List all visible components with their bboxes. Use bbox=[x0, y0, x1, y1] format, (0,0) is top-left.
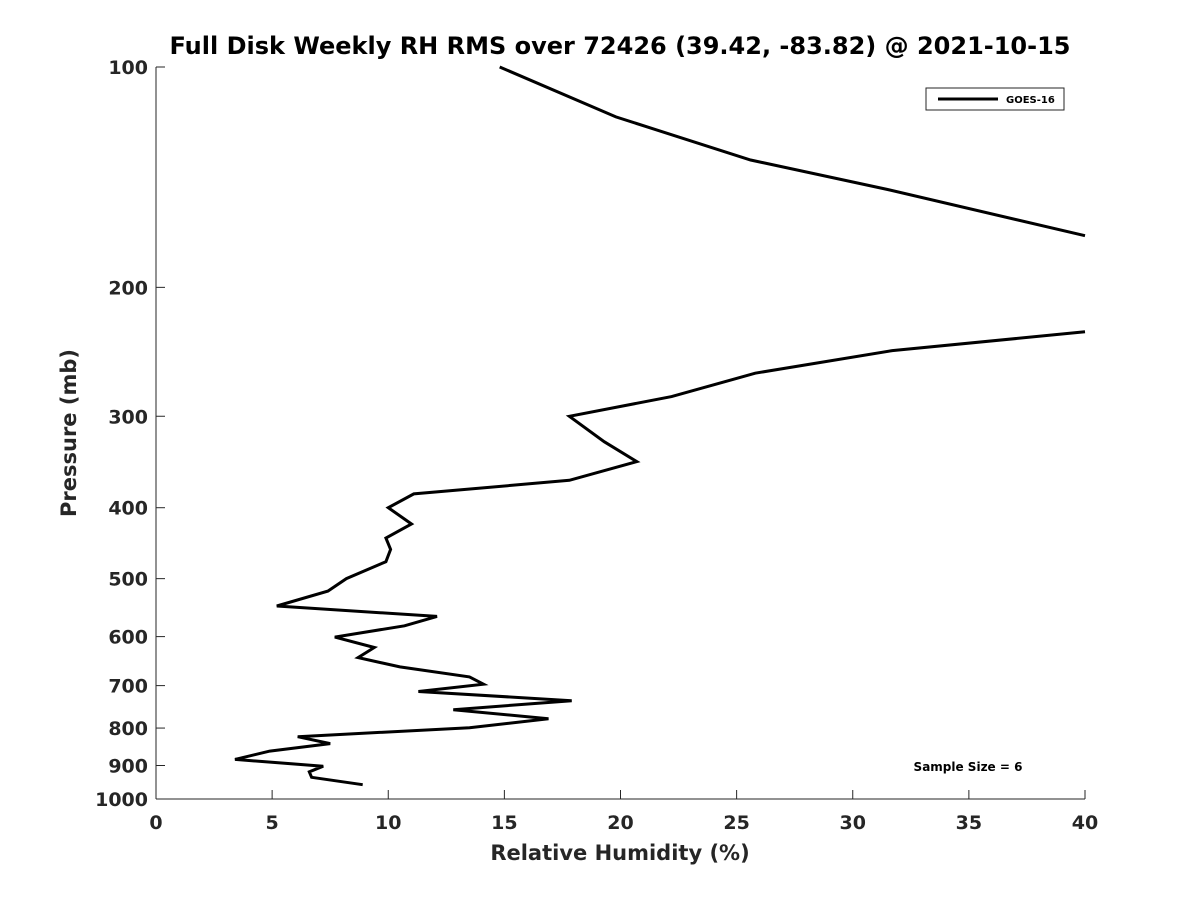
y-tick-label: 300 bbox=[108, 406, 148, 428]
x-axis-title: Relative Humidity (%) bbox=[490, 841, 749, 865]
y-tick-label: 500 bbox=[108, 569, 148, 591]
y-tick-label: 900 bbox=[108, 756, 148, 778]
x-tick-label: 10 bbox=[375, 812, 401, 834]
series-layer bbox=[234, 65, 1086, 787]
x-tick-label: 40 bbox=[1072, 812, 1098, 834]
y-axis-title: Pressure (mb) bbox=[57, 349, 81, 517]
y-tick-label: 700 bbox=[108, 676, 148, 698]
axes: 0 5 10 15 20 25 30 35 40 100 200 300 400 500 600 700 800… bbox=[95, 57, 1098, 834]
x-tick-label: 5 bbox=[266, 812, 279, 834]
x-tick-label: 20 bbox=[607, 812, 633, 834]
y-tick-label: 200 bbox=[108, 277, 148, 299]
x-tick-label: 30 bbox=[840, 812, 866, 834]
chart-title: Full Disk Weekly RH RMS over 72426 (39.4… bbox=[169, 32, 1070, 60]
x-tick-label: 0 bbox=[149, 812, 162, 834]
x-tick-label: 25 bbox=[723, 812, 749, 834]
legend: GOES-16 bbox=[925, 87, 1065, 111]
y-tick-label: 1000 bbox=[95, 789, 148, 811]
y-tick-label: 600 bbox=[108, 627, 148, 649]
x-tick-label: 15 bbox=[491, 812, 517, 834]
series-line-goes-16 bbox=[499, 65, 1086, 238]
legend-label: GOES-16 bbox=[1006, 95, 1055, 106]
sample-size-annotation: Sample Size = 6 bbox=[914, 760, 1023, 774]
x-tick-label: 35 bbox=[956, 812, 982, 834]
y-tick-label: 100 bbox=[108, 57, 148, 79]
y-tick-label: 400 bbox=[108, 498, 148, 520]
y-tick-label: 800 bbox=[108, 718, 148, 740]
series-line-goes-16 bbox=[234, 330, 1086, 787]
